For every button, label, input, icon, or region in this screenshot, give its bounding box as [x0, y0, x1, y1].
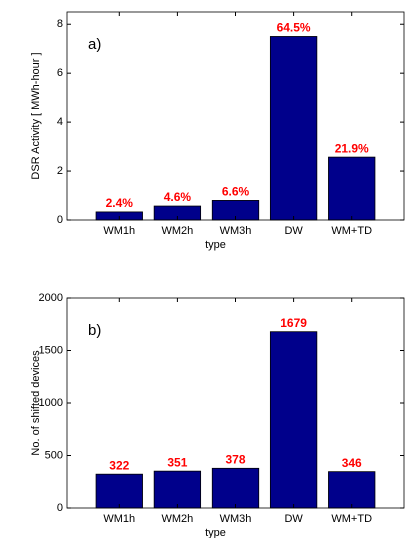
bar: [95, 473, 143, 509]
value-label: 6.6%: [222, 185, 250, 199]
x-tick-label: WM2h: [162, 513, 194, 525]
bar: [153, 470, 202, 509]
y-tick-label: 0: [57, 502, 63, 514]
value-label: 322: [109, 458, 129, 472]
x-tick-label: WM2h: [162, 225, 194, 237]
axes-box: [66, 11, 405, 221]
value-label: 1679: [280, 316, 307, 330]
y-tick-label: 8: [57, 18, 63, 30]
x-tick-label: WM+TD: [331, 225, 372, 237]
value-label: 4.6%: [164, 190, 192, 204]
y-tick-label: 2000: [39, 292, 63, 304]
value-label: 378: [225, 452, 245, 466]
x-axis-label: type: [205, 527, 226, 538]
panel-label: a): [88, 36, 101, 53]
x-tick-label: DW: [284, 225, 303, 237]
y-tick-label: 2: [57, 165, 63, 177]
x-tick-label: WM+TD: [331, 513, 372, 525]
x-tick-label: WM3h: [220, 513, 252, 525]
bar: [328, 156, 376, 221]
y-tick-label: 1500: [39, 344, 63, 356]
x-axis-label: type: [205, 239, 226, 251]
value-label: 21.9%: [335, 141, 369, 155]
x-tick-label: DW: [284, 513, 303, 525]
value-label: 2.4%: [106, 196, 134, 210]
value-label: 64.5%: [277, 21, 311, 35]
bar: [269, 331, 318, 509]
value-label: 346: [342, 456, 362, 470]
bar: [269, 36, 318, 221]
bar: [328, 471, 376, 509]
x-tick-label: WM1h: [103, 513, 135, 525]
y-tick-label: 6: [57, 67, 63, 79]
axes-box: [66, 297, 405, 509]
value-label: 351: [167, 455, 187, 469]
x-tick-label: WM3h: [220, 225, 252, 237]
y-axis-label: DSR Activity [ MWh-hour ]: [30, 52, 42, 179]
y-tick-label: 0: [57, 214, 63, 226]
y-axis-label: No. of shifted devices: [30, 350, 42, 456]
bar: [211, 467, 260, 509]
x-tick-label: WM1h: [103, 225, 135, 237]
panel-label: b): [88, 322, 101, 339]
y-tick-label: 4: [57, 116, 63, 128]
y-tick-label: 500: [45, 449, 63, 461]
y-tick-label: 1000: [39, 397, 63, 409]
